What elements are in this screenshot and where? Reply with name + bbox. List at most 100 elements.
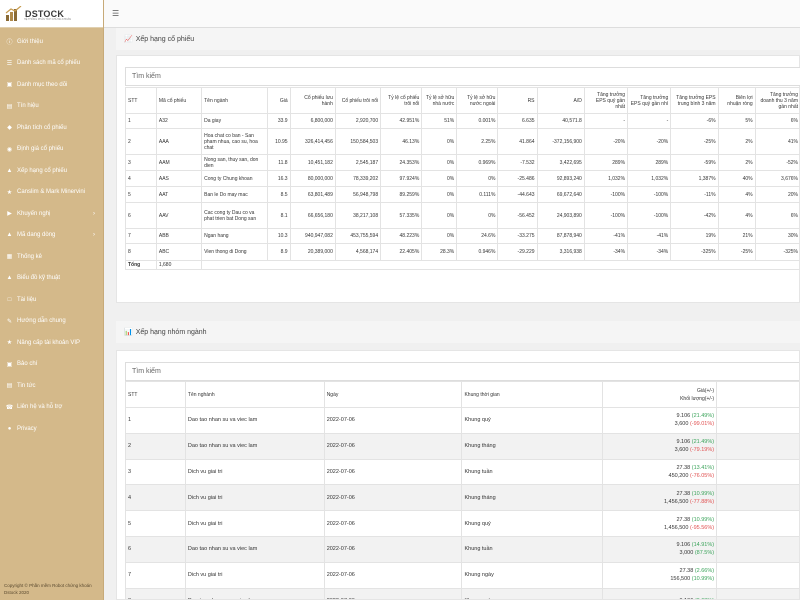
table-row[interactable]: 6 Dao tao nhan su va viec lam 2022-07-06 Kh… xyxy=(125,535,799,563)
sidebar-nav: ⓘ Giới thiệu ☰ Danh sách mã cổ phiếu ▣ Danh m… xyxy=(0,28,103,440)
table-cell: 4% xyxy=(717,186,756,203)
table-cell: 0.001% xyxy=(456,113,499,129)
table-cell: 42.951% xyxy=(380,113,423,129)
table-row[interactable]: 2 AAA Hoa chat co ban - San pham nhua, cao… xyxy=(125,128,800,155)
table-row[interactable]: 4 AAS Cong ty Chung khoan 16.3 80,000,000 78,… xyxy=(125,170,800,187)
table-cell: 80,000,000 xyxy=(289,170,336,187)
sidebar-item-ranking[interactable]: ▲ Xếp hạng cổ phiếu xyxy=(0,160,103,182)
sidebar-item-signal[interactable]: ▤ Tín hiệu xyxy=(0,96,103,118)
sidebar-item-analysis[interactable]: ◆ Phân tích cổ phiếu xyxy=(0,117,103,139)
col-header[interactable]: Giá xyxy=(266,87,291,114)
hamburger-menu-icon[interactable]: ☰ xyxy=(112,9,120,18)
table-row[interactable]: 6 AAV Cac cong ty Dau co va phat trien bat… xyxy=(125,202,800,229)
table-row[interactable]: 8Dao tao nhan su va viec lam2022-07-06Kh… xyxy=(125,587,799,599)
table-row[interactable]: 2 Dao tao nhan su va viec lam 2022-07-06 Kh… xyxy=(125,432,799,460)
sidebar-item-trend[interactable]: ▲ Mã dang dòng › xyxy=(0,225,103,247)
table-cell: 0.969% xyxy=(456,154,499,171)
col-header[interactable]: STT xyxy=(125,87,157,114)
price-change: (10.99%) xyxy=(691,490,715,497)
col-timeframe[interactable]: Khung thời gian xyxy=(461,381,604,408)
sidebar-item-valuation[interactable]: ◉ Định giá cổ phiếu xyxy=(0,139,103,161)
table-row[interactable]: 7 Dich vu giai tri 2022-07-06 Khung ngày 27.… xyxy=(125,561,799,589)
table-row[interactable]: 8 ABC Vien thong di Dong 8.9 20,389,000 4,568… xyxy=(125,243,800,261)
col-header[interactable]: Mã cổ phiếu xyxy=(155,87,203,114)
sidebar-item-stats[interactable]: ▦ Thống kê xyxy=(0,246,103,268)
col-header[interactable]: Tỷ lệ sở hữu nhà nước xyxy=(421,87,458,114)
col-header[interactable]: Tăng trưởng EPS quý gần nhất xyxy=(583,87,629,114)
sidebar-item-label: Khuyến nghị xyxy=(17,210,51,217)
row-date: 2022-07-06 xyxy=(323,535,463,563)
col-date[interactable]: Ngày xyxy=(323,381,463,408)
sidebar-item-recommend[interactable]: ▶ Khuyến nghị › xyxy=(0,203,103,225)
table-row[interactable]: 7 ABB Ngan hang 10.3 940,947,082 453,755,594 4… xyxy=(125,228,800,244)
col-price-volume[interactable]: Giá(+/-) Khối lượng(+/-) xyxy=(602,381,718,408)
table-cell: 41% xyxy=(754,128,800,155)
sidebar-item-info[interactable]: ⓘ Giới thiệu xyxy=(0,31,103,53)
sidebar-item-document[interactable]: □ Tài liệu xyxy=(0,289,103,311)
table-row[interactable]: 3 Dich vu giai tri 2022-07-06 Khung tuần 27.… xyxy=(125,458,799,486)
table-cell: 6% xyxy=(754,202,800,229)
table-cell: 78,339,202 xyxy=(334,170,382,187)
table-row[interactable]: 1 Dao tao nhan su va viec lam 2022-07-06 Kh… xyxy=(125,407,799,434)
volume-change: (-79.19%) xyxy=(689,447,715,454)
group-search-input[interactable]: Tìm kiếm xyxy=(125,362,799,381)
table-row[interactable]: 4 Dich vu giai tri 2022-07-06 Khung tháng 27… xyxy=(125,484,799,512)
table-cell: 453,755,594 xyxy=(334,228,382,244)
table-row[interactable]: 3 AAM Nong san, thuy san, don dien 11.8 10,4… xyxy=(125,154,800,171)
sidebar-item-label: Giới thiệu xyxy=(17,38,43,45)
row-industry: Dao tao nhan su va viec lam xyxy=(184,587,325,599)
row-stt: 4 xyxy=(125,484,186,512)
col-header[interactable]: Biên lợi nhuận ròng xyxy=(717,87,756,114)
list-icon: ☰ xyxy=(6,60,13,67)
table-cell: 6 xyxy=(125,202,157,229)
row-extra xyxy=(716,587,799,599)
row-price: 9.106 (0.68%) xyxy=(605,597,715,599)
sidebar-item-list[interactable]: ☰ Danh sách mã cổ phiếu xyxy=(0,53,103,75)
table-cell: 3 xyxy=(125,154,157,171)
col-stt[interactable]: STT xyxy=(125,381,186,408)
table-cell: -41% xyxy=(627,228,672,244)
col-header[interactable]: Tăng trưởng EPS quý gần nhì xyxy=(627,87,672,114)
table-cell: Cac cong ty Dau co va phat trien bat Don… xyxy=(201,202,268,229)
table-cell: 66,656,180 xyxy=(289,202,336,229)
table-cell: 2% xyxy=(717,128,756,155)
table-row[interactable]: 5 AAT Ban le Do may mac 8.5 63,801,489 56,948… xyxy=(125,186,800,203)
sidebar-item-watchlist[interactable]: ▣ Danh mục theo dõi xyxy=(0,74,103,96)
col-header[interactable]: Tên ngành xyxy=(201,87,268,114)
table-cell: 89.259% xyxy=(380,186,423,203)
table-cell: 33.9 xyxy=(266,113,291,129)
sidebar-item-guide[interactable]: ✎ Hướng dẫn chung xyxy=(0,311,103,333)
topbar: ☰ xyxy=(104,0,800,28)
brand-logo[interactable]: DSTOCK HỆ THỐNG PHÂN TÍCH CHỨNG KHOÁN xyxy=(0,0,103,28)
col-header[interactable]: Cổ phiếu trôi nổi xyxy=(334,87,382,114)
col-header[interactable]: RS xyxy=(497,87,538,114)
table-row[interactable]: 5 Dich vu giai tri 2022-07-06 Khung quý 27.3… xyxy=(125,510,799,537)
col-header[interactable]: Tăng trưởng EPS trung bình 3 năm xyxy=(670,87,719,114)
sidebar-item-privacy[interactable]: ● Privacy xyxy=(0,418,103,440)
col-header[interactable]: A/D xyxy=(536,87,585,114)
table-cell: 87,878,940 xyxy=(536,228,585,244)
table-row[interactable]: 1 A32 Da giay 33.9 6,800,000 2,920,700 42.951%… xyxy=(125,113,800,129)
sidebar-item-contact[interactable]: ☎ Liên hệ và hỗ trợ xyxy=(0,397,103,419)
sidebar-item-canslim[interactable]: ★ Canslim & Mark Minervini xyxy=(0,182,103,204)
sidebar-item-press[interactable]: ▣ Bảo chí xyxy=(0,354,103,376)
group-table-header-row: STT Tên nghành Ngày Khung thời gian Giá(… xyxy=(125,381,799,408)
row-industry: Dich vu giai tri xyxy=(184,510,325,537)
col-header[interactable]: Tỷ lệ sở hữu nước ngoài xyxy=(456,87,499,114)
table-cell: 0% xyxy=(456,170,499,187)
vip-icon: ★ xyxy=(6,340,13,347)
table-cell: 21% xyxy=(717,228,756,244)
sidebar-item-vip[interactable]: ★ Nâng cấp tài khoản VIP xyxy=(0,332,103,354)
sidebar-item-chart[interactable]: ▲ Biểu đồ kỹ thuật xyxy=(0,268,103,290)
col-industry[interactable]: Tên nghành xyxy=(184,381,325,408)
col-header[interactable]: Tỷ lệ cổ phiếu trôi nổi xyxy=(380,87,423,114)
col-header[interactable]: Cổ phiếu lưu hành xyxy=(289,87,336,114)
sidebar-item-news[interactable]: ▤ Tin tức xyxy=(0,375,103,397)
row-date: 2022-07-06 xyxy=(323,458,463,486)
table-cell: 8.9 xyxy=(266,243,291,261)
table-cell: AAA xyxy=(155,128,203,155)
col-header[interactable]: Tăng trưởng doanh thu 3 năm gần nhất xyxy=(754,87,800,114)
row-price-volume: 27.38 (2.66%) 156,500 (10.99%) xyxy=(602,561,718,589)
stock-search-input[interactable]: Tìm kiếm xyxy=(125,67,800,86)
col-volume-label: Khối lượng(+/-) xyxy=(680,395,715,402)
